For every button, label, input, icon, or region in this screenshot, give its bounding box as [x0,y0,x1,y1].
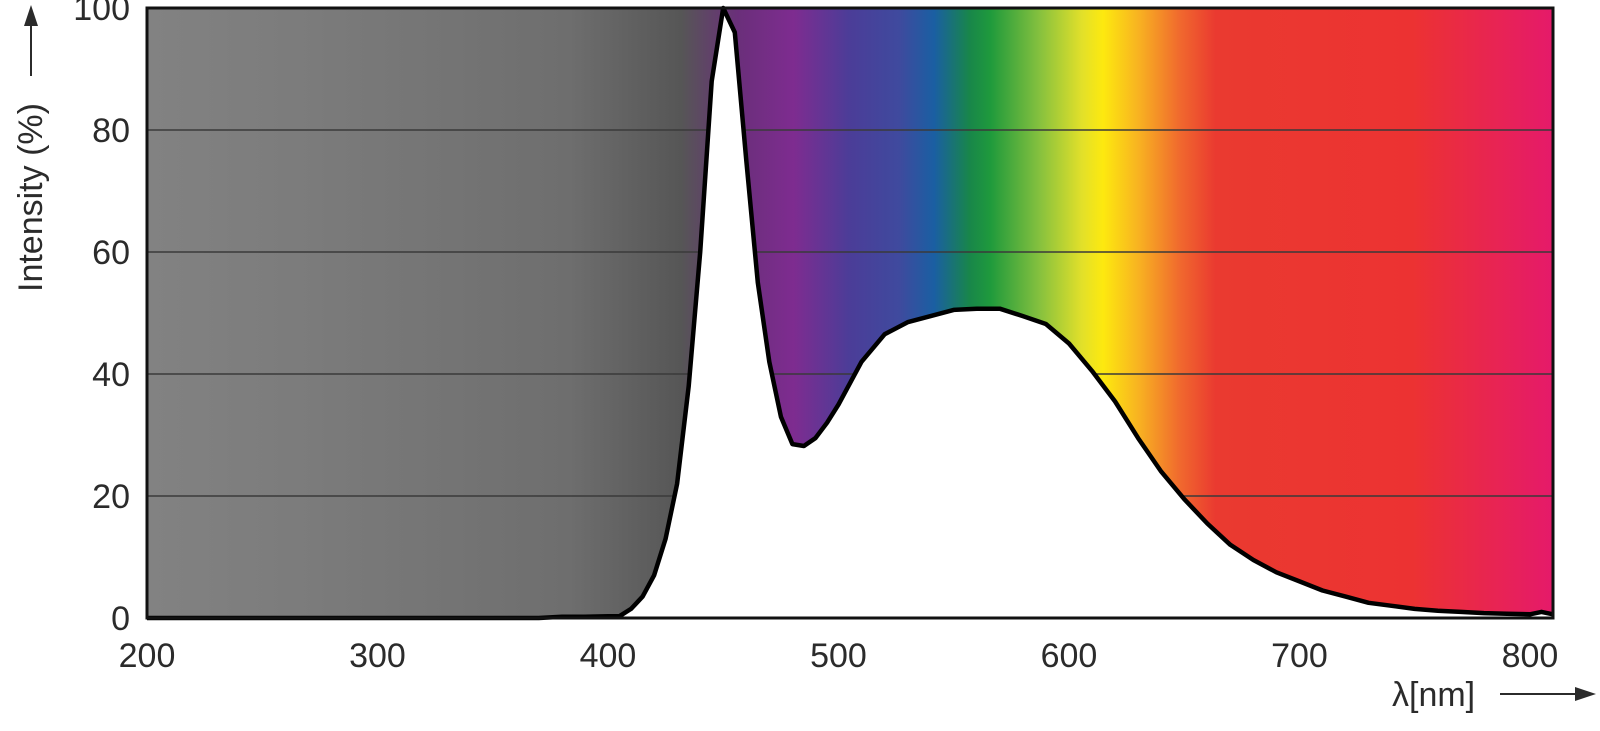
x-tick-label: 700 [1271,637,1328,675]
y-tick-label: 40 [92,356,130,394]
spectrum-area-white [147,8,1553,618]
x-axis-title: λ[nm] [1392,676,1475,714]
x-tick-label: 600 [1041,637,1098,675]
x-axis-arrow-head [1575,687,1596,701]
series-line [147,5,1554,621]
x-tick-labels: 200 300 400 500 600 700 800 [119,637,1559,675]
plot-frame [145,6,1555,620]
y-tick-label: 0 [111,600,130,638]
y-axis-title: Intensity (%) [12,103,50,292]
y-tick-label: 20 [92,478,130,516]
grid-lines [147,129,1553,497]
y-axis-title-group: Intensity (%) [12,103,50,292]
y-tick-label: 100 [73,0,130,28]
y-axis-arrow-head [24,5,38,26]
y-tick-labels: 0 20 40 60 80 100 [73,0,130,638]
x-tick-label: 500 [810,637,867,675]
y-tick-label: 60 [92,234,130,272]
x-tick-label: 200 [119,637,176,675]
x-tick-label: 300 [349,637,406,675]
x-tick-label: 800 [1502,637,1559,675]
y-tick-label: 80 [92,112,130,150]
x-tick-label: 400 [580,637,637,675]
